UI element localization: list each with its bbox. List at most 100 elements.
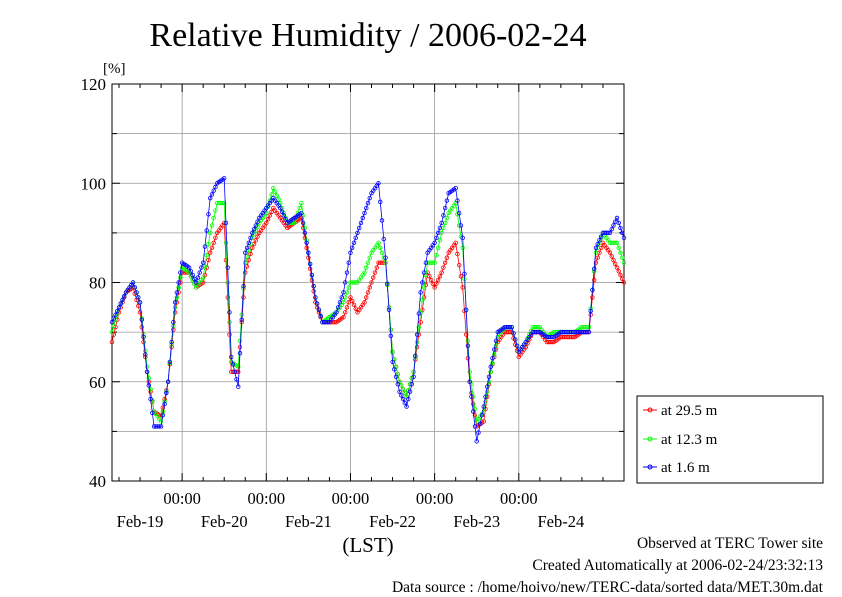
series-point bbox=[253, 238, 258, 243]
series-point bbox=[420, 297, 425, 303]
series-point bbox=[348, 250, 353, 255]
x-time-label: 00:00 bbox=[163, 489, 201, 508]
series-point bbox=[213, 208, 218, 213]
series-point bbox=[174, 290, 180, 295]
series-point bbox=[593, 245, 599, 250]
series-point bbox=[392, 367, 397, 372]
y-tick-label: 120 bbox=[81, 75, 107, 94]
x-date-label: Feb-22 bbox=[369, 512, 416, 531]
series-point bbox=[109, 329, 115, 335]
series-point bbox=[418, 320, 423, 325]
x-date-label: Feb-23 bbox=[453, 512, 500, 531]
series-point bbox=[144, 369, 150, 375]
series-point bbox=[139, 324, 145, 330]
series-point bbox=[418, 290, 423, 295]
series-point bbox=[227, 310, 232, 315]
series-point bbox=[360, 215, 365, 221]
series-point bbox=[227, 332, 232, 337]
series-point bbox=[248, 251, 253, 257]
series-point bbox=[402, 400, 408, 406]
series-point bbox=[150, 410, 155, 415]
series-point bbox=[471, 401, 476, 407]
series-point bbox=[437, 274, 443, 279]
series-point bbox=[307, 266, 313, 272]
series-point bbox=[463, 307, 469, 312]
series-point bbox=[402, 390, 408, 396]
series-point bbox=[197, 270, 202, 275]
series-point bbox=[460, 235, 465, 241]
series-point bbox=[148, 396, 153, 402]
series-point bbox=[176, 285, 181, 290]
series-point bbox=[472, 424, 478, 429]
series-point bbox=[593, 260, 599, 265]
series-point bbox=[236, 384, 241, 389]
series-point bbox=[146, 375, 152, 381]
series-point bbox=[209, 223, 215, 228]
series-point bbox=[423, 260, 429, 265]
series-point bbox=[372, 270, 378, 275]
series-point bbox=[335, 305, 341, 310]
series-point bbox=[204, 253, 209, 258]
series-point bbox=[374, 265, 379, 270]
series-line bbox=[111, 187, 625, 423]
series-layer bbox=[109, 176, 627, 444]
series-point bbox=[343, 280, 348, 285]
series-point bbox=[493, 338, 499, 344]
footer-observed: Observed at TERC Tower site bbox=[636, 535, 823, 552]
series-point bbox=[304, 245, 309, 250]
series-point bbox=[279, 209, 285, 214]
series-point bbox=[591, 277, 597, 283]
series-point bbox=[365, 260, 371, 265]
series-point bbox=[453, 186, 458, 191]
series-point bbox=[481, 409, 486, 414]
series-point bbox=[211, 215, 216, 221]
series-point bbox=[453, 240, 458, 245]
series-point bbox=[616, 220, 621, 226]
series-point bbox=[590, 295, 595, 300]
series-point bbox=[136, 295, 141, 300]
series-point bbox=[606, 230, 611, 236]
y-tick-label: 40 bbox=[89, 472, 106, 491]
series-point bbox=[309, 272, 315, 278]
series-point bbox=[337, 300, 343, 305]
series-point bbox=[409, 382, 415, 387]
series-1 bbox=[109, 205, 627, 429]
series-point bbox=[362, 300, 367, 305]
series-point bbox=[400, 396, 406, 402]
x-time-label: 00:00 bbox=[248, 489, 286, 508]
series-point bbox=[614, 215, 620, 221]
series-point bbox=[400, 386, 406, 392]
series-point bbox=[137, 310, 143, 315]
y-tick-label: 100 bbox=[81, 174, 107, 193]
y-axis-label: [%] bbox=[103, 61, 126, 77]
series-point bbox=[158, 424, 164, 429]
series-point bbox=[421, 285, 427, 290]
series-point bbox=[435, 277, 441, 283]
series-point bbox=[435, 245, 441, 250]
series-point bbox=[367, 255, 372, 260]
y-tick-label: 80 bbox=[89, 274, 106, 293]
series-point bbox=[278, 205, 283, 211]
series-point bbox=[376, 240, 381, 245]
series-point bbox=[441, 213, 446, 218]
series-point bbox=[146, 383, 152, 388]
series-point bbox=[430, 260, 436, 265]
series-point bbox=[437, 238, 443, 243]
series-point bbox=[176, 280, 181, 285]
series-point bbox=[160, 413, 166, 418]
series-point bbox=[616, 245, 621, 250]
series-point bbox=[492, 352, 497, 357]
x-time-label: 00:00 bbox=[500, 489, 538, 508]
series-point bbox=[255, 234, 260, 239]
series-point bbox=[488, 369, 493, 375]
series-point bbox=[200, 260, 206, 265]
series-point bbox=[237, 351, 243, 356]
series-point bbox=[586, 329, 592, 335]
series-point bbox=[211, 188, 216, 193]
series-point bbox=[269, 192, 274, 197]
series-point bbox=[141, 334, 146, 340]
series-point bbox=[444, 198, 450, 203]
series-point bbox=[211, 240, 216, 245]
series-point bbox=[609, 226, 614, 232]
series-point bbox=[283, 217, 288, 222]
